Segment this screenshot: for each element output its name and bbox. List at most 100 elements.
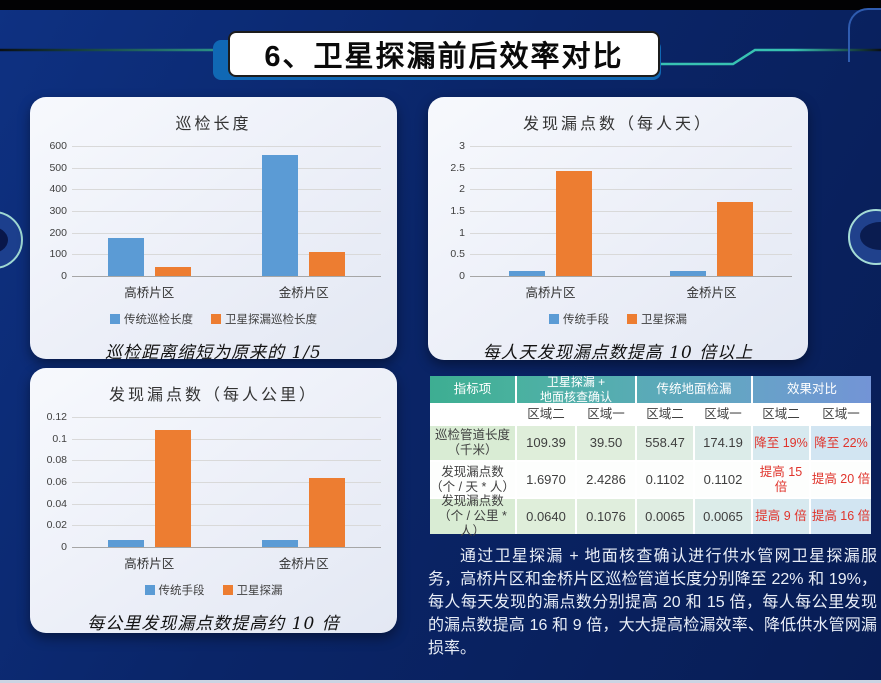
bar-卫星探漏 [556,170,592,276]
y-tick-label: 100 [49,248,67,261]
y-tick-label: 200 [49,226,67,239]
x-category-label: 金桥片区 [686,285,737,300]
table-effect-cell: 降至 19% [753,426,809,460]
bar-卫星探漏巡检长度 [154,267,191,276]
table-subheader-region: 区域二 [517,405,575,424]
bar-传统巡检长度 [107,238,144,276]
plot-area [72,146,381,277]
legend-item: 传统手段 [144,582,205,598]
table-value-cell: 0.1076 [577,499,635,534]
row-label-line: （千米） [447,443,498,457]
table-value-cell: 109.39 [517,426,575,460]
gridline [72,482,381,483]
legend-swatch [549,314,559,324]
table-header-effect-group: 效果对比 [753,376,871,403]
y-tick-label: 500 [49,161,67,174]
legend-swatch [110,314,120,324]
table-row-label: 巡检管道长度 （千米） [430,426,515,460]
y-tick-label: 1 [459,226,465,239]
chart-caption: 巡检距离缩短为原来的 1/5 [105,343,322,363]
y-axis: 0 100 200 300 400 500 600 [38,140,72,282]
summary-paragraph: 通过卫星探漏 + 地面核查确认进行供水管网卫星探漏服务，高桥片区和金桥片区巡检管… [428,548,877,657]
table-row-label: 发现漏点数 （个 / 天 * 人） [430,462,515,497]
legend-item: 卫星探漏 [222,582,283,598]
legend-item: 卫星探漏 [627,311,687,327]
legend-item: 传统手段 [549,311,609,327]
gridline [470,167,792,169]
comparison-table: 指标项 卫星探漏 + 地面核查确认 传统地面检漏 效果对比 区域二 区域一 区域二区… [430,375,871,538]
bar-group [509,170,592,276]
gridline [470,232,792,234]
table-value-cell: 0.1102 [637,462,693,497]
gridline [72,438,381,440]
chart-title: 发现漏点数（每人公里） [108,385,318,404]
x-category-label: 金桥片区 [278,556,329,571]
row-label-line: 发现漏点数 [441,464,504,479]
table-value-cell: 0.1102 [695,462,751,497]
y-tick-label: 400 [49,183,67,196]
table-effect-cell: 降至 22% [811,426,871,460]
table-subheader-empty [430,405,515,424]
bar-group [107,238,191,276]
row-label-line: 巡检管道长度 [434,428,510,442]
table-subheader-region: 区域二 [637,405,693,424]
chart-title: 发现漏点数（每人天） [522,114,713,133]
legend-item: 卫星探漏巡检长度 [211,311,317,327]
y-tick-label: 0.02 [46,519,67,532]
legend-label: 卫星探漏 [236,585,283,597]
bar-卫星探漏巡检长度 [309,252,346,276]
chart-title: 巡检长度 [175,114,252,133]
bar-卫星探漏 [309,477,346,547]
legend: 传统巡检长度 卫星探漏巡检长度 [30,311,397,327]
chart-card-inspection-length: 巡检长度 0 100 200 300 400 500 600 高桥片区 金桥片区 传统巡检长度… [30,97,397,363]
x-axis-labels: 高桥片区 金桥片区 [470,282,792,301]
gridline [470,254,792,256]
legend: 传统手段 卫星探漏 [30,582,397,598]
table-effect-cell: 提高 16 倍 [811,499,871,534]
legend-swatch [222,585,233,595]
bottom-light-strip [0,680,881,683]
gridline [470,211,792,212]
bar-传统手段 [107,539,144,547]
legend-label: 传统手段 [158,585,205,597]
plot-area [470,146,792,277]
legend-swatch [211,314,221,324]
legend-label: 传统巡检长度 [124,314,193,326]
table-value-cell: 558.47 [637,426,693,460]
table-subheader-region: 区域二 [753,405,809,424]
y-tick-label: 0 [459,270,465,282]
legend-label: 传统手段 [563,314,609,326]
legend-label: 卫星探漏巡检长度 [225,314,317,326]
chart-card-leaks-per-person-km: 发现漏点数（每人公里） 0 0.02 0.04 0.06 0.08 0.1 0.12 高桥片… [30,368,397,634]
y-tick-label: 0 [61,270,67,282]
bar-传统手段 [670,271,706,276]
gridline [72,146,381,147]
bar-group [670,202,753,276]
table-header-satellite-group: 卫星探漏 + 地面核查确认 [517,375,635,404]
table-effect-cell: 提高 20 倍 [811,462,871,497]
table-value-cell: 174.19 [695,426,751,460]
x-axis-labels: 高桥片区 金桥片区 [72,553,381,572]
table-header-satellite-line2: 地面核查确认 [539,389,612,404]
chart-caption: 每公里发现漏点数提高约 10 倍 [87,614,340,634]
plot-area [72,417,381,548]
gridline [470,189,792,191]
table-effect-cell: 提高 9 倍 [753,499,809,534]
table-value-cell: 39.50 [577,426,635,460]
gridline [72,189,381,191]
table-row-label: 发现漏点数 （个 / 公里 * 人） [430,494,515,538]
gridline [72,211,381,212]
table-value-cell: 0.0640 [517,499,575,534]
gridline [470,146,792,147]
gridline [72,503,381,505]
bar-group [107,430,191,547]
y-tick-label: 0.5 [450,248,465,261]
bar-传统手段 [509,271,545,276]
gridline [72,460,381,462]
y-tick-label: 0.08 [46,454,67,467]
table-value-cell: 2.4286 [577,462,635,497]
bar-卫星探漏 [717,202,753,276]
table-header-satellite-line1: 卫星探漏 + [546,375,606,390]
legend: 传统手段 卫星探漏 [428,311,808,327]
bar-传统巡检长度 [262,155,299,276]
